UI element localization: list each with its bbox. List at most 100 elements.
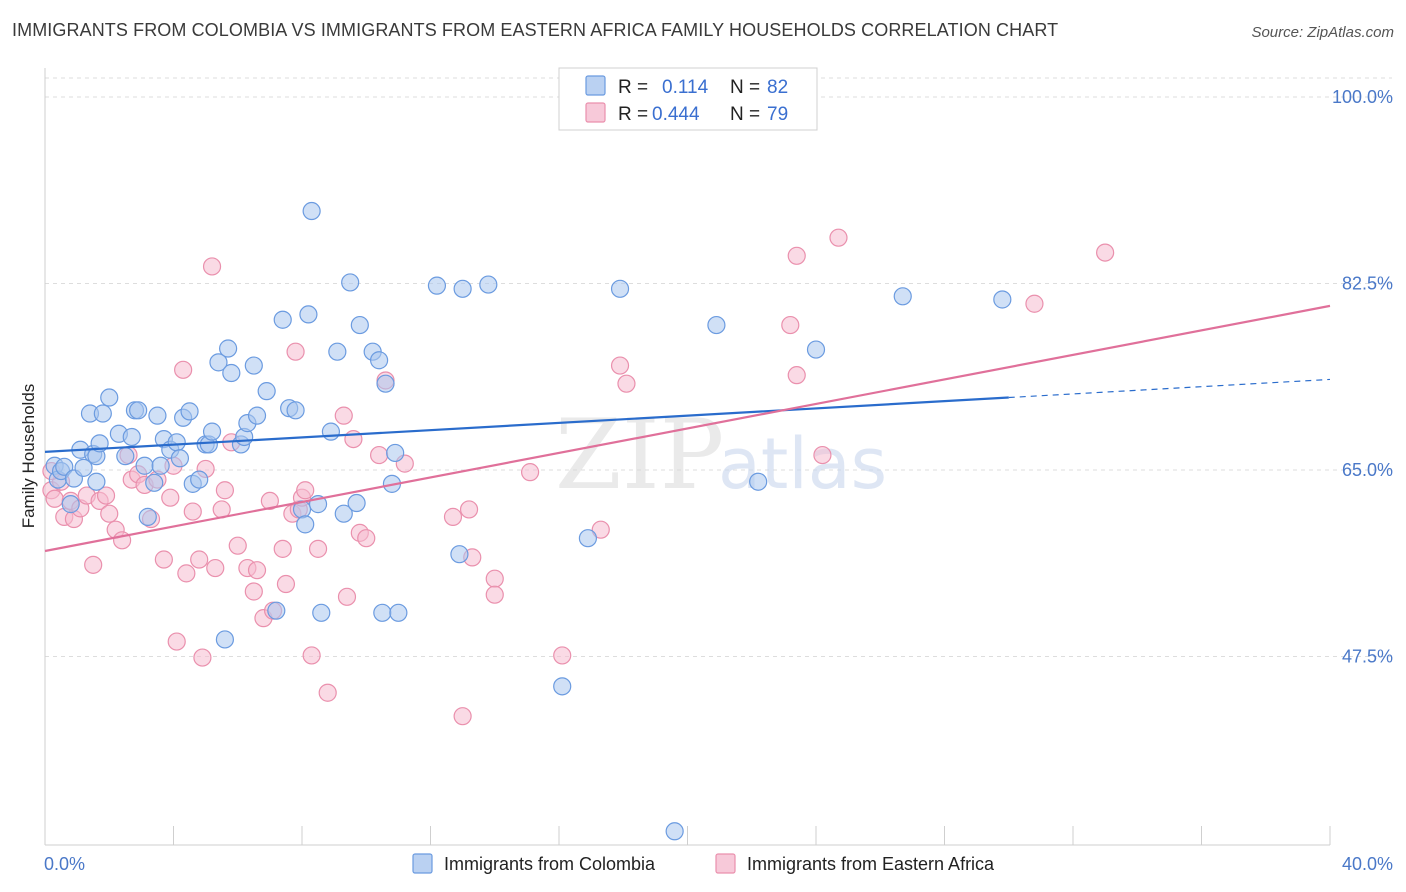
eastern-africa-point-11	[100, 504, 119, 523]
eastern-africa-point-50	[308, 539, 328, 558]
eastern-africa-point-76	[1025, 294, 1044, 313]
y-axis-title: Family Households	[19, 384, 38, 529]
colombia-point-56	[341, 273, 360, 292]
colombia-point-60	[370, 351, 389, 370]
y-tick-label-0: 47.5%	[1342, 647, 1393, 667]
y-tick-label-3: 100.0%	[1332, 87, 1393, 107]
colombia-point-66	[427, 276, 447, 295]
colombia-point-67	[450, 545, 469, 564]
colombia-point-65	[389, 603, 408, 622]
eastern-africa-point-61	[453, 707, 472, 726]
colombia-trend-extension	[1008, 378, 1331, 399]
colombia-point-41	[247, 406, 267, 425]
eastern-africa-point-67	[553, 646, 572, 665]
legend-r-value-eastern-africa: 0.444	[652, 104, 700, 125]
eastern-africa-point-68	[591, 520, 610, 539]
eastern-africa-point-52	[334, 406, 353, 425]
colombia-trend-line	[44, 396, 1009, 453]
colombia-point-73	[665, 822, 684, 841]
colombia-point-4	[61, 495, 80, 514]
eastern-africa-point-43	[276, 574, 296, 594]
colombia-point-52	[312, 603, 331, 622]
colombia-point-76	[806, 340, 826, 359]
eastern-africa-point-77	[1096, 243, 1115, 262]
x-tick-label-0: 0.0%	[44, 854, 85, 874]
bottom-legend-swatch-eastern-africa	[715, 853, 736, 874]
colombia-point-15	[122, 427, 141, 447]
colombia-point-70	[553, 677, 572, 696]
colombia-point-58	[350, 315, 369, 335]
colombia-point-74	[707, 315, 726, 335]
legend-r-label-eastern-africa: R =	[618, 104, 648, 125]
colombia-point-81	[74, 458, 93, 477]
colombia-point-11	[93, 404, 112, 423]
eastern-africa-point-27	[190, 550, 209, 569]
x-tick-label-1: 40.0%	[1342, 854, 1393, 874]
eastern-africa-point-31	[206, 558, 225, 578]
eastern-africa-point-64	[485, 569, 504, 588]
colombia-point-14	[116, 447, 135, 466]
eastern-africa-point-69	[610, 356, 630, 375]
colombia-point-33	[209, 353, 228, 372]
eastern-africa-point-74	[813, 445, 832, 465]
eastern-africa-point-70	[617, 374, 636, 393]
eastern-africa-point-40	[260, 491, 279, 511]
eastern-africa-point-23	[167, 632, 186, 651]
legend-n-value-eastern-africa: 79	[767, 104, 788, 125]
colombia-point-75	[749, 472, 768, 491]
colombia-point-77	[893, 287, 912, 306]
eastern-africa-point-57	[370, 445, 389, 465]
colombia-point-80	[151, 456, 170, 475]
colombia-point-68	[453, 279, 472, 298]
y-tick-label-1: 65.0%	[1342, 460, 1393, 480]
eastern-africa-point-37	[244, 582, 263, 601]
eastern-africa-point-72	[787, 366, 806, 385]
eastern-africa-point-73	[787, 246, 806, 265]
eastern-africa-point-26	[183, 502, 202, 521]
colombia-point-12	[100, 388, 119, 407]
y-tick-label-2: 82.5%	[1342, 274, 1393, 294]
eastern-africa-point-42	[273, 539, 292, 558]
axes	[44, 68, 1331, 846]
eastern-africa-point-60	[443, 507, 463, 526]
colombia-point-49	[299, 305, 318, 324]
chart-title: IMMIGRANTS FROM COLOMBIA VS IMMIGRANTS F…	[12, 20, 1059, 40]
source-label: Source: ZipAtlas.com	[1251, 24, 1394, 41]
colombia-point-43	[267, 601, 286, 620]
eastern-africa-point-62	[459, 500, 479, 519]
eastern-africa-point-33	[215, 481, 234, 500]
trend-lines	[44, 304, 1331, 553]
eastern-africa-trend-line	[44, 304, 1331, 553]
colombia-point-34	[215, 630, 234, 649]
colombia-point-71	[578, 529, 598, 548]
bottom-legend-label-colombia: Immigrants from Colombia	[444, 854, 656, 874]
eastern-africa-point-8	[84, 555, 103, 574]
colombia-point-48	[296, 515, 315, 534]
colombia-point-62	[376, 374, 395, 393]
legend: R = 0.114 N = 82 R = 0.444 N = 79	[558, 67, 818, 131]
colombia-point-36	[222, 363, 241, 383]
colombia-point-40	[244, 356, 263, 375]
colombia-point-29	[190, 470, 209, 489]
colombia-point-79	[87, 472, 106, 491]
eastern-africa-point-65	[485, 585, 504, 604]
eastern-africa-point-71	[781, 315, 800, 335]
colombia-point-69	[479, 275, 498, 294]
eastern-africa-point-56	[357, 529, 376, 548]
colombia-points	[45, 201, 1012, 841]
eastern-africa-point-49	[302, 646, 321, 665]
colombia-point-25	[170, 449, 190, 468]
colombia-point-42	[257, 382, 276, 401]
bottom-legend-label-eastern-africa: Immigrants from Eastern Africa	[747, 854, 995, 874]
colombia-point-44	[273, 310, 292, 329]
colombia-point-55	[334, 504, 353, 523]
colombia-point-50	[302, 201, 321, 221]
tick-labels: 47.5% 65.0% 82.5% 100.0% 0.0% 40.0%	[44, 87, 1393, 874]
eastern-africa-point-21	[161, 488, 180, 507]
colombia-point-54	[328, 342, 347, 361]
eastern-africa-point-75	[829, 228, 848, 247]
colombia-point-27	[180, 402, 199, 421]
colombia-point-32	[202, 422, 222, 441]
eastern-africa-point-45	[286, 342, 305, 361]
